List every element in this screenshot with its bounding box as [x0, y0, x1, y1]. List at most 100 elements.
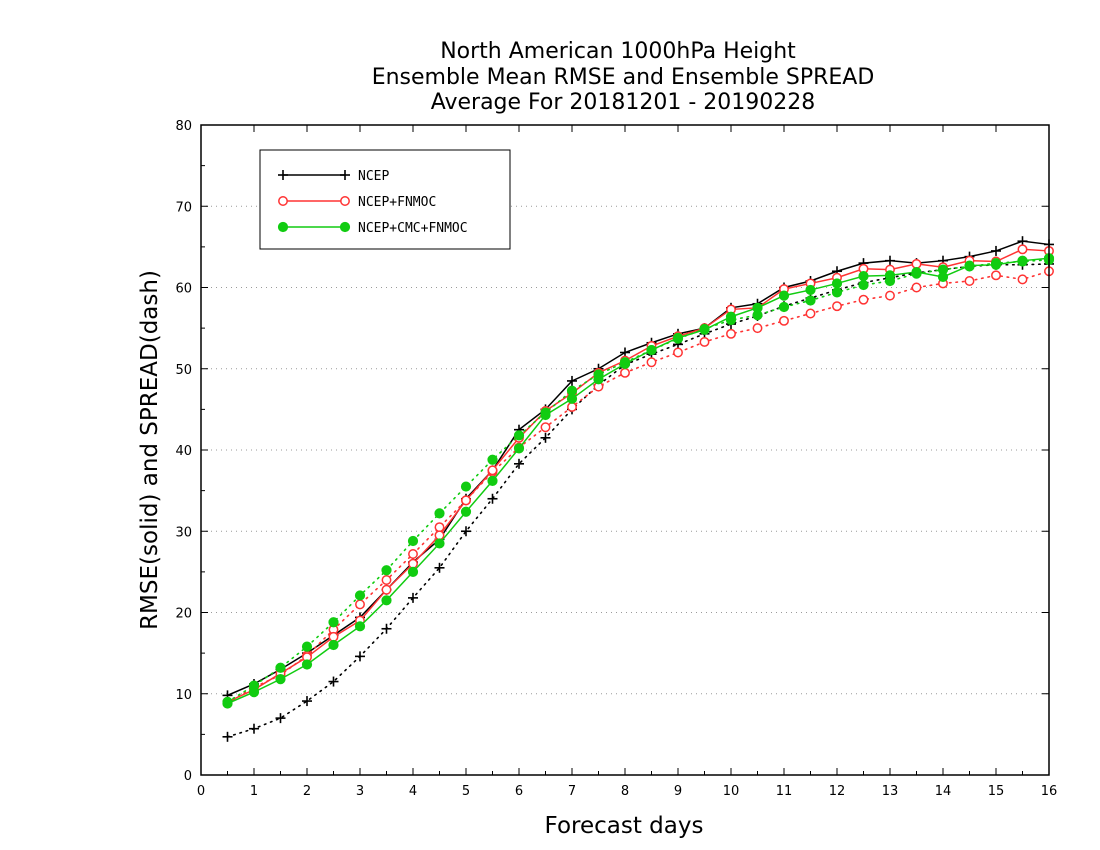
series-ncep-spread-point — [434, 562, 445, 573]
series-ncep-fnmoc-spread-point — [646, 357, 657, 368]
series-ncep-cmc-fnmoc-rmse-point — [487, 475, 498, 486]
x-tick-label-12: 12 — [829, 784, 846, 799]
series-ncep-fnmoc-spread-point — [1017, 274, 1028, 285]
series-ncep-fnmoc-spread-point — [885, 290, 895, 301]
series-ncep-cmc-fnmoc-rmse-point — [805, 284, 816, 296]
series-ncep-cmc-fnmoc-rmse-point — [858, 271, 869, 282]
series-ncep-cmc-fnmoc-rmse-point — [275, 674, 286, 685]
series-ncep-fnmoc-rmse-point — [461, 495, 471, 506]
series-ncep-fnmoc-spread-point — [911, 282, 922, 293]
series-ncep-fnmoc-rmse-point — [434, 530, 445, 541]
series-ncep-cmc-fnmoc-rmse-point — [354, 621, 366, 632]
series-ncep-spread-point — [328, 676, 339, 687]
series-ncep-fnmoc-spread-point — [991, 270, 1001, 281]
series-ncep-cmc-fnmoc-spread-point — [407, 535, 419, 547]
series-ncep-cmc-fnmoc-spread-line — [226, 259, 1050, 703]
series-ncep-fnmoc-rmse-line — [227, 248, 1050, 703]
chart-title-line-3: Average For 20181201 - 20190228 — [431, 90, 816, 115]
series-ncep-fnmoc-spread-point — [752, 323, 763, 334]
series-ncep-cmc-fnmoc-rmse-point — [434, 538, 445, 549]
series-ncep-cmc-fnmoc — [222, 253, 1055, 709]
legend-marker-ncep-cmc-fnmoc — [339, 221, 351, 233]
x-tick-label-4: 4 — [409, 784, 417, 799]
x-tick-label-6: 6 — [515, 784, 523, 799]
legend-marker-ncep-cmc-fnmoc — [277, 221, 289, 233]
series-ncep-fnmoc-spread-point — [355, 599, 365, 610]
y-axis-title: RMSE(solid) and SPREAD(dash) — [137, 270, 163, 630]
y-tick-label-50: 50 — [175, 363, 192, 378]
series-ncep-rmse-line — [227, 240, 1050, 697]
series-ncep-cmc-fnmoc-rmse-point — [646, 344, 657, 356]
y-tick-label-80: 80 — [175, 119, 192, 134]
series-ncep-cmc-fnmoc-rmse-point — [513, 443, 525, 454]
chart-title: North American 1000hPa Height Ensemble M… — [372, 39, 875, 115]
series-ncep-fnmoc-rmse-point — [328, 631, 339, 642]
series-ncep-spread-point — [487, 493, 498, 504]
x-tick-label-0: 0 — [197, 784, 205, 799]
series-ncep-cmc-fnmoc-spread-point — [460, 481, 472, 492]
x-tick-label-7: 7 — [568, 784, 576, 799]
series-ncep-cmc-fnmoc-rmse-point — [699, 324, 710, 335]
series-ncep-fnmoc-rmse-point — [381, 584, 392, 595]
x-tick-label-13: 13 — [882, 784, 899, 799]
series-ncep-fnmoc-spread-point — [832, 301, 842, 312]
series-ncep-cmc-fnmoc-rmse-point — [460, 506, 472, 517]
series-ncep-spread-point — [381, 623, 392, 634]
grid-lines — [201, 205, 1049, 695]
series-ncep-cmc-fnmoc-spread-point — [275, 662, 286, 673]
plot-series — [222, 236, 1055, 742]
series-ncep-cmc-fnmoc-rmse-point — [540, 409, 551, 421]
series-ncep-cmc-fnmoc-spread-point — [301, 641, 313, 652]
series-ncep-cmc-fnmoc-rmse-point — [1017, 255, 1028, 266]
x-tick-label-8: 8 — [621, 784, 629, 799]
y-tick-label-20: 20 — [175, 607, 192, 622]
x-tick-label-5: 5 — [462, 784, 470, 799]
legend-marker-ncep-fnmoc — [278, 196, 288, 206]
legend-item-ncep: NCEP — [278, 169, 389, 184]
series-ncep-cmc-fnmoc-spread-point — [354, 590, 366, 601]
series-ncep-fnmoc-rmse-point — [911, 258, 922, 269]
series-ncep-cmc-fnmoc-rmse-point — [725, 311, 737, 322]
series-ncep-spread-point — [540, 432, 551, 443]
series-ncep-cmc-fnmoc-rmse-point — [301, 659, 313, 670]
x-tick-label-15: 15 — [988, 784, 1005, 799]
y-axis: 0 10 20 30 40 50 60 70 80 — [175, 119, 1049, 784]
series-ncep-cmc-fnmoc-rmse-point — [222, 698, 233, 709]
x-tick-label-1: 1 — [250, 784, 258, 799]
series-ncep-fnmoc-spread-point — [434, 522, 445, 533]
x-tick-label-16: 16 — [1041, 784, 1058, 799]
series-ncep-cmc-fnmoc-rmse-point — [752, 302, 763, 313]
series-ncep-cmc-fnmoc-rmse-point — [328, 639, 339, 651]
y-tick-label-70: 70 — [175, 200, 192, 215]
series-ncep-spread-point — [275, 713, 286, 724]
y-tick-label-30: 30 — [175, 525, 192, 540]
y-tick-label-60: 60 — [175, 282, 192, 297]
series-ncep-cmc-fnmoc-spread-point — [858, 279, 869, 291]
series-ncep-cmc-fnmoc-rmse-point — [911, 266, 922, 278]
series-ncep-fnmoc-spread-point — [673, 347, 683, 358]
legend-label-ncep: NCEP — [358, 169, 389, 184]
series-ncep — [222, 236, 1054, 742]
series-ncep-fnmoc-spread-point — [964, 276, 975, 286]
series-ncep-fnmoc-rmse-point — [487, 465, 498, 476]
series-ncep-spread-point — [514, 458, 524, 469]
x-axis-title: Forecast days — [545, 813, 704, 839]
series-ncep-cmc-fnmoc-rmse-point — [593, 374, 604, 385]
series-ncep-cmc-fnmoc-rmse-point — [566, 393, 578, 404]
series-ncep-fnmoc-spread-point — [858, 294, 869, 305]
y-tick-label-40: 40 — [175, 444, 192, 459]
series-ncep-spread-line — [226, 263, 1050, 738]
series-ncep-fnmoc-rmse-point — [1017, 244, 1028, 255]
x-tick-label-2: 2 — [303, 784, 311, 799]
series-ncep-cmc-fnmoc-spread-point — [381, 565, 392, 576]
series-ncep-fnmoc-spread-point — [540, 422, 551, 433]
x-tick-label-11: 11 — [776, 784, 793, 799]
x-tick-label-3: 3 — [356, 784, 364, 799]
series-ncep-spread-point — [249, 723, 259, 734]
series-ncep-cmc-fnmoc-rmse-line — [227, 257, 1050, 705]
series-ncep-cmc-fnmoc-rmse-point — [964, 260, 975, 271]
y-tick-label-10: 10 — [175, 688, 192, 703]
series-ncep-cmc-fnmoc-spread-point — [487, 454, 498, 465]
legend-label-ncep-fnmoc: NCEP+FNMOC — [358, 195, 436, 210]
